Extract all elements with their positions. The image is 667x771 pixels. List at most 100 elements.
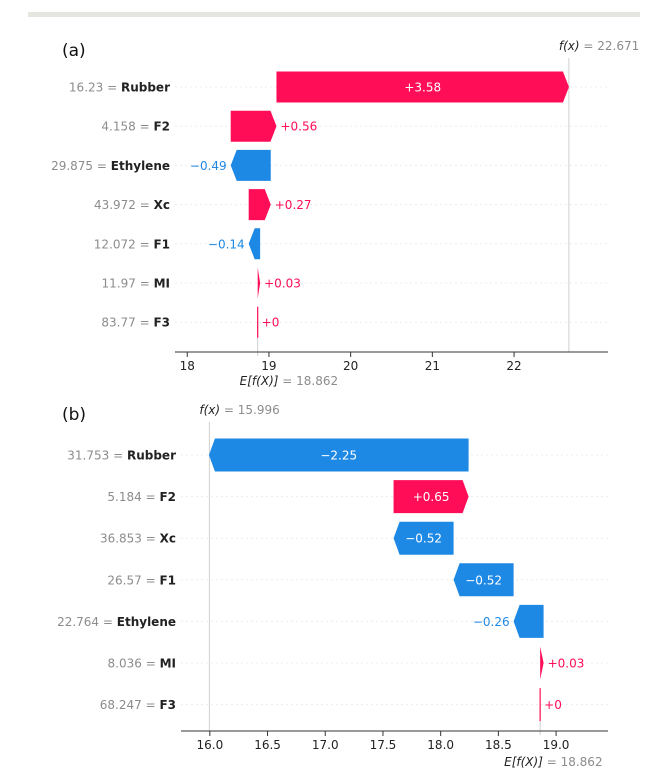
shap-value-label: +0.27 (275, 198, 312, 212)
feature-label: 8.036 = MI (108, 657, 176, 671)
feature-value: 43.972 (94, 198, 136, 212)
feature-label: 43.972 = Xc (94, 198, 170, 212)
shap-value-label: +3.58 (404, 81, 441, 95)
panel-label: (b) (62, 405, 86, 425)
shap-value-label: −2.25 (320, 449, 357, 463)
feature-value: 29.875 (51, 159, 93, 173)
feature-name: MI (160, 657, 176, 671)
shap-value-label: +0.03 (548, 657, 585, 671)
feature-name: F1 (153, 237, 170, 251)
panel-label: (a) (62, 41, 86, 61)
feature-label: 12.072 = F1 (94, 237, 170, 251)
shap-value-label: +0.03 (264, 277, 301, 291)
feature-name: Rubber (121, 81, 170, 95)
shap-bar-ethylene (513, 604, 544, 638)
equals-sign: = (93, 159, 111, 173)
shap-bar-mi (257, 267, 261, 299)
feature-label: 68.247 = F3 (100, 698, 176, 712)
shap-bar-xc (393, 521, 454, 555)
top-separator-band (28, 12, 640, 17)
shap-bar-f2 (393, 480, 469, 514)
x-tick-label: 16.0 (196, 738, 223, 752)
x-tick-label: 16.5 (254, 738, 281, 752)
feature-name: F2 (159, 490, 176, 504)
feature-value: 36.853 (100, 532, 142, 546)
equals-sign: = (136, 120, 154, 134)
feature-value: 5.184 (107, 490, 141, 504)
fx-value: = 15.996 (220, 403, 280, 417)
shap-bar-f3 (539, 688, 541, 722)
feature-label: 36.853 = Xc (100, 532, 176, 546)
feature-name: Ethylene (117, 615, 176, 629)
feature-name: Ethylene (111, 159, 170, 173)
equals-sign: = (142, 532, 160, 546)
fx-symbol: f(x) (199, 403, 220, 417)
feature-name: F1 (159, 573, 176, 587)
feature-label: 31.753 = Rubber (67, 449, 176, 463)
equals-sign: = (109, 449, 127, 463)
feature-label: 4.158 = F2 (101, 120, 170, 134)
shap-bar-f1 (453, 563, 514, 597)
shap-value-label: −0.49 (190, 159, 227, 173)
equals-sign: = (142, 490, 160, 504)
feature-label: 11.97 = MI (102, 277, 170, 291)
x-tick-label: 22 (506, 359, 521, 373)
feature-name: Xc (154, 198, 170, 212)
equals-sign: = (103, 81, 121, 95)
feature-name: Xc (160, 532, 176, 546)
shap-bar-mi (540, 646, 544, 680)
fx-symbol: f(x) (559, 39, 580, 53)
x-tick-label: 21 (425, 359, 440, 373)
equals-sign: = (142, 698, 160, 712)
fx-value: = 22.671 (580, 39, 640, 53)
shap-bar-rubber (276, 71, 569, 103)
efx-symbol: E[f(X)] (504, 755, 543, 769)
equals-sign: = (136, 316, 154, 330)
x-tick-label: 19.0 (543, 738, 570, 752)
fx-label: f(x) = 22.671 (559, 39, 639, 53)
feature-value: 22.764 (57, 615, 99, 629)
feature-value: 31.753 (67, 449, 109, 463)
equals-sign: = (136, 277, 154, 291)
shap-value-label: −0.52 (465, 573, 502, 587)
x-tick-label: 20 (343, 359, 358, 373)
shap-value-label: −0.52 (405, 532, 442, 546)
shap-value-label: +0.56 (280, 120, 317, 134)
x-tick-label: 18 (180, 359, 195, 373)
x-tick-label: 17.0 (312, 738, 339, 752)
equals-sign: = (142, 573, 160, 587)
feature-name: MI (154, 277, 170, 291)
feature-value: 12.072 (94, 237, 136, 251)
feature-name: F3 (159, 698, 176, 712)
shap-bar-f3 (257, 306, 259, 338)
x-tick-label: 19 (261, 359, 276, 373)
feature-value: 8.036 (108, 657, 142, 671)
efx-value: = 18.862 (543, 755, 603, 769)
fx-label: f(x) = 15.996 (199, 403, 279, 417)
shap-value-label: +0 (544, 698, 562, 712)
waterfall-panel-b: (b) 31.753 = Rubber −2.25 5.184 = F2 +0.65 36… (57, 403, 608, 769)
feature-value: 11.97 (102, 277, 136, 291)
shap-value-label: −0.14 (208, 237, 245, 251)
feature-label: 5.184 = F2 (107, 490, 176, 504)
feature-value: 83.77 (101, 316, 135, 330)
feature-label: 83.77 = F3 (101, 316, 170, 330)
feature-name: F3 (153, 316, 170, 330)
efx-label: E[f(X)] = 18.862 (240, 374, 338, 388)
equals-sign: = (136, 237, 154, 251)
feature-value: 68.247 (100, 698, 142, 712)
feature-label: 16.23 = Rubber (69, 81, 170, 95)
shap-bar-xc (248, 189, 271, 221)
feature-value: 4.158 (101, 120, 135, 134)
feature-value: 16.23 (69, 81, 103, 95)
x-tick-label: 17.5 (370, 738, 397, 752)
x-tick-label: 18.5 (485, 738, 512, 752)
x-tick-label: 18.0 (427, 738, 454, 752)
feature-name: Rubber (127, 449, 176, 463)
feature-name: F2 (153, 120, 170, 134)
equals-sign: = (136, 198, 154, 212)
efx-symbol: E[f(X)] (240, 374, 279, 388)
shap-value-label: +0.65 (413, 490, 450, 504)
feature-label: 22.764 = Ethylene (57, 615, 176, 629)
